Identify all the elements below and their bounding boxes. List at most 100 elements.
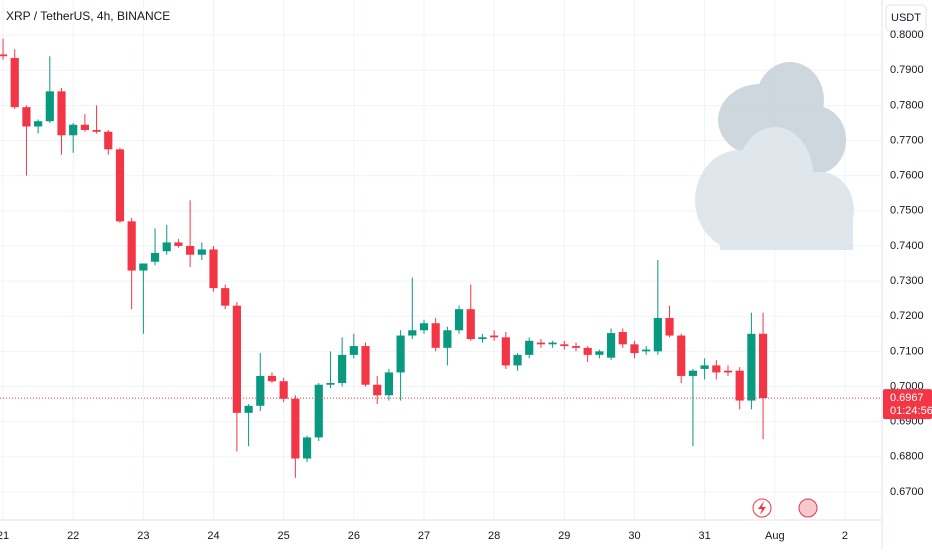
y-tick-label: 0.7400 [890,240,924,252]
candle-body [326,382,335,385]
candle-body [548,342,557,345]
candle-body [606,333,616,358]
y-tick-label: 0.7600 [890,170,924,182]
candle-body [443,330,452,348]
candle-body [338,354,347,383]
candle-body [536,342,546,345]
x-tick-label: 23 [137,530,149,542]
candle-body [665,317,674,336]
candle-body [291,398,300,459]
candle-body [209,249,218,289]
candle-body [69,124,78,136]
button-frame[interactable] [885,4,927,32]
candle-body [642,349,651,352]
event-icon[interactable] [758,501,766,515]
x-tick-label: 26 [348,530,360,542]
y-tick-label: 0.7800 [890,99,924,111]
candle-body [361,346,370,385]
candle-body [595,351,604,355]
candle-body [197,249,206,255]
currency-button[interactable]: USDT [885,4,927,32]
candle-body [454,309,464,331]
x-tick-label: 2 [842,530,848,542]
candle-body [104,131,113,150]
x-tick-label: 29 [558,530,570,542]
candle-body [279,381,288,399]
x-tick-label: 30 [628,530,640,542]
candle-body [10,57,19,108]
x-tick-label: 31 [698,530,710,542]
candle-body [0,54,8,57]
candle-body [92,130,101,132]
candle-body [34,121,43,127]
last-price-label: 0.6967 [890,392,924,404]
x-tick-label: 28 [488,530,500,542]
event-icon[interactable] [798,498,818,518]
candle-body [45,91,54,122]
candle-body [408,330,417,336]
candle-body [256,375,265,406]
y-tick-label: 0.7300 [890,275,924,287]
x-tick-label: 25 [278,530,290,542]
candle-body [560,344,569,347]
candle-body [244,405,253,413]
candle-body [571,346,581,348]
countdown-label: 01:24:56 [890,405,932,417]
y-tick-label: 0.7500 [890,205,924,217]
candle-body [712,365,721,373]
candle-body [186,245,195,255]
candle-body [723,370,733,373]
y-tick-label: 0.7100 [890,345,924,357]
candle-body [221,288,230,306]
candle-body [618,332,627,345]
candle-body [139,263,148,271]
y-tick-label: 0.7200 [890,310,924,322]
candle-body [700,365,709,369]
candle-body [688,370,698,376]
candle-body [490,335,499,338]
candle-body [501,337,510,366]
x-tick-label: 24 [207,530,219,542]
candle-body [419,323,429,331]
candle-body [747,333,756,401]
y-tick-label: 0.6800 [890,451,924,463]
x-tick-label: 21 [0,530,9,542]
candle-body [735,370,744,401]
button-label[interactable]: USDT [891,12,921,24]
candle-body [232,305,241,413]
candle-body [630,344,639,354]
event-icons[interactable] [752,498,818,518]
candle-body [267,375,277,382]
chart-title: XRP / TetherUS, 4h, BINANCE [6,9,170,23]
candle-body [513,354,522,366]
candle-body [384,372,394,396]
candle-body [525,340,534,355]
candle-body [80,124,89,130]
candle-body [396,335,405,373]
candles [0,38,882,478]
candle-body [466,309,475,340]
candle-body [115,149,125,222]
candle-body [653,317,662,352]
candle-body [174,242,183,246]
y-tick-label: 0.6700 [890,486,924,498]
x-tick-label: Aug [765,530,785,542]
candle-body [22,107,31,127]
candle-body [302,437,312,459]
candle-body [373,384,382,396]
candle-body [431,323,440,348]
candle-body [758,333,768,399]
y-tick-label: 0.7700 [890,134,924,146]
candle-body [349,346,358,355]
candle-body [57,91,66,136]
y-tick-label: 0.8000 [890,29,924,41]
candle-body [127,221,136,271]
x-tick-label: 22 [67,530,79,542]
candle-body [677,335,686,376]
y-tick-label: 0.7900 [890,64,924,76]
cloud-icon [695,62,854,250]
x-tick-label: 27 [418,530,430,542]
candle-body [162,242,171,252]
last-price-tag [883,389,932,420]
